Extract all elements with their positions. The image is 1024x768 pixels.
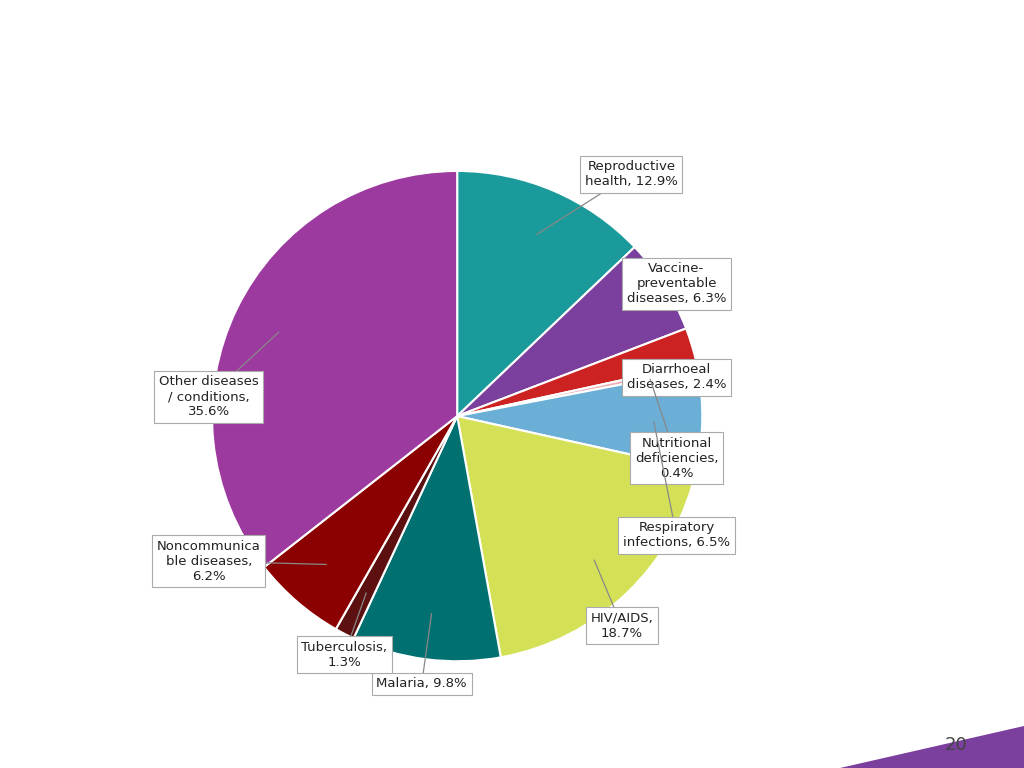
Wedge shape	[212, 171, 457, 567]
Text: HIV/AIDS,
18.7%: HIV/AIDS, 18.7%	[590, 612, 653, 640]
Wedge shape	[457, 370, 702, 469]
Wedge shape	[264, 416, 457, 629]
Text: Respiratory
infections, 6.5%: Respiratory infections, 6.5%	[623, 521, 730, 549]
Text: Nutritional
deficiencies,
0.4%: Nutritional deficiencies, 0.4%	[635, 436, 718, 479]
Text: Tuberculosis,
1.3%: Tuberculosis, 1.3%	[301, 641, 387, 669]
Polygon shape	[840, 726, 1024, 768]
Wedge shape	[457, 364, 698, 416]
Text: Reproductive
health, 12.9%: Reproductive health, 12.9%	[585, 161, 678, 188]
Text: Diarrhoeal
diseases, 2.4%: Diarrhoeal diseases, 2.4%	[627, 363, 726, 392]
Text: Other diseases
/ conditions,
35.6%: Other diseases / conditions, 35.6%	[159, 376, 259, 419]
Text: Kenya:  Total health expenditure by disease (2013): Kenya: Total health expenditure by disea…	[23, 26, 863, 55]
Text: Malaria, 9.8%: Malaria, 9.8%	[377, 677, 467, 690]
Wedge shape	[457, 416, 696, 657]
Wedge shape	[353, 416, 501, 661]
Text: Vaccine-
preventable
diseases, 6.3%: Vaccine- preventable diseases, 6.3%	[627, 263, 726, 306]
Text: 20: 20	[945, 737, 968, 754]
Text: Noncommunica
ble diseases,
6.2%: Noncommunica ble diseases, 6.2%	[157, 540, 261, 583]
Wedge shape	[457, 171, 635, 416]
Wedge shape	[336, 416, 457, 638]
Wedge shape	[457, 329, 696, 416]
Wedge shape	[457, 247, 686, 416]
